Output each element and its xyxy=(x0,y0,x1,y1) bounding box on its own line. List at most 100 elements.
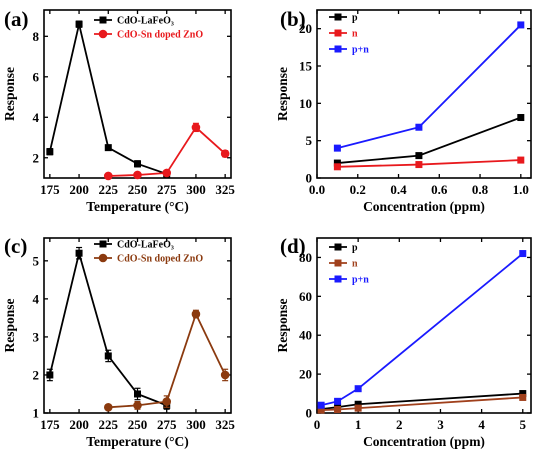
legend-marker-1 xyxy=(98,253,108,263)
data-point-1-4 xyxy=(220,149,230,159)
x-tick-label: 0 xyxy=(314,417,321,432)
chart-panel-3: (d) 0 1 2 3 4 5 0 20 40 60 80 Concentration (ppm) Res… xyxy=(275,234,532,449)
chart-panel-0: (a) 175 200 225 250 275 300 325 2 4 6 8 Temperature … xyxy=(2,7,235,214)
data-point-0-0 xyxy=(46,371,54,379)
x-tick-label: 5 xyxy=(520,417,527,432)
x-tick-label: 175 xyxy=(40,417,60,432)
chart-panel-1: (b) 0.0 0.2 0.4 0.6 0.8 1.0 0 5 10 15 20 Concentrati… xyxy=(275,7,532,214)
legend-marker-2 xyxy=(334,275,342,283)
data-point-2-2 xyxy=(354,385,362,393)
x-tick-label: 300 xyxy=(186,182,206,197)
data-point-0-0 xyxy=(333,159,341,167)
x-tick-label: 175 xyxy=(40,182,60,197)
data-point-2-3 xyxy=(519,250,527,258)
series-line-1 xyxy=(108,311,226,409)
x-tick-label: 2 xyxy=(396,417,403,432)
legend-entry-0: CdO-LaFeO₃ xyxy=(117,16,174,27)
y-tick-label: 40 xyxy=(299,328,312,343)
x-tick-label: 200 xyxy=(69,417,89,432)
x-tick-label: 275 xyxy=(157,417,177,432)
x-tick-label: 300 xyxy=(186,417,206,432)
x-axis-title: Concentration (ppm) xyxy=(363,434,485,449)
series-line-0 xyxy=(48,249,168,407)
legend-entry-0: CdO-LaFeO₃ xyxy=(117,240,174,251)
panel-label: (d) xyxy=(280,234,306,258)
data-point-1-2 xyxy=(162,168,172,178)
y-tick-label: 3 xyxy=(33,329,40,344)
legend-marker-0 xyxy=(334,13,342,21)
x-tick-label: 0.6 xyxy=(431,182,448,197)
legend-entry-1: n xyxy=(352,29,358,40)
data-point-1-0 xyxy=(103,402,113,412)
x-tick-label: 0.8 xyxy=(472,182,489,197)
legend-entry-0: p xyxy=(352,13,358,24)
legend-marker-0 xyxy=(99,16,107,24)
panel-label: (a) xyxy=(4,7,29,31)
data-point-2-1 xyxy=(415,123,423,131)
x-tick-label: 200 xyxy=(69,182,89,197)
series-line-0 xyxy=(48,23,168,175)
data-point-1-1 xyxy=(334,406,342,413)
data-point-0-2 xyxy=(517,114,525,122)
legend-marker-1 xyxy=(334,259,342,267)
x-tick-label: 0.4 xyxy=(390,182,407,197)
y-axis-title: Response xyxy=(2,67,17,121)
series-line-2 xyxy=(337,24,522,150)
y-tick-label: 15 xyxy=(299,59,313,74)
x-tick-label: 250 xyxy=(128,417,148,432)
plot-frame xyxy=(316,9,532,179)
data-point-0-3 xyxy=(134,390,141,398)
legend-marker-1 xyxy=(98,29,108,39)
y-tick-label: 80 xyxy=(299,250,312,265)
data-point-2-1 xyxy=(334,397,342,405)
y-tick-label: 20 xyxy=(299,367,312,382)
x-tick-label: 0.2 xyxy=(350,182,366,197)
x-axis-title: Temperature (°C) xyxy=(86,199,189,214)
y-tick-label: 1 xyxy=(33,406,40,421)
y-tick-label: 6 xyxy=(33,69,40,84)
x-tick-label: 225 xyxy=(99,417,119,432)
data-point-1-1 xyxy=(133,170,142,180)
series-line-0 xyxy=(321,392,523,411)
data-point-1-3 xyxy=(519,393,527,401)
y-tick-label: 5 xyxy=(33,253,40,268)
y-tick-label: 0 xyxy=(306,406,313,421)
y-tick-label: 4 xyxy=(33,110,40,125)
legend-entry-2: p+n xyxy=(352,275,369,286)
x-tick-label: 1.0 xyxy=(513,182,529,197)
legend-entry-1: CdO-Sn doped ZnO xyxy=(117,254,203,265)
data-point-0-2 xyxy=(354,400,362,408)
x-tick-label: 325 xyxy=(215,182,235,197)
data-point-2-2 xyxy=(517,21,525,29)
x-tick-label: 0.0 xyxy=(309,182,325,197)
data-point-1-4 xyxy=(220,370,230,380)
data-point-1-3 xyxy=(191,123,201,132)
legend-entry-0: p xyxy=(352,243,358,254)
series-line-2 xyxy=(320,252,524,407)
data-point-1-0 xyxy=(333,163,341,171)
data-point-1-2 xyxy=(354,404,362,412)
legend-marker-0 xyxy=(99,240,107,248)
legend-entry-2: p+n xyxy=(352,45,369,56)
y-tick-label: 10 xyxy=(299,96,312,111)
data-point-2-0 xyxy=(333,144,341,152)
x-axis-title: Concentration (ppm) xyxy=(363,199,485,214)
data-point-0-1 xyxy=(75,20,83,28)
x-tick-label: 3 xyxy=(437,417,444,432)
x-tick-label: 275 xyxy=(157,182,177,197)
panel-label: (c) xyxy=(4,234,27,258)
data-point-0-0 xyxy=(46,148,54,156)
data-point-1-2 xyxy=(517,156,525,164)
y-tick-label: 8 xyxy=(33,29,40,44)
data-point-1-1 xyxy=(133,401,142,410)
data-point-1-1 xyxy=(415,161,423,169)
x-tick-label: 250 xyxy=(128,182,148,197)
data-point-1-0 xyxy=(103,171,113,181)
y-axis-title: Response xyxy=(2,298,17,352)
panel-label: (b) xyxy=(280,7,306,31)
x-tick-label: 225 xyxy=(99,182,119,197)
x-tick-label: 4 xyxy=(478,417,485,432)
legend-marker-0 xyxy=(334,243,342,251)
y-tick-label: 2 xyxy=(33,150,40,165)
chart-panel-2: (c) 175 200 225 250 275 300 325 1 2 3 4 5 Temperature… xyxy=(2,234,235,449)
